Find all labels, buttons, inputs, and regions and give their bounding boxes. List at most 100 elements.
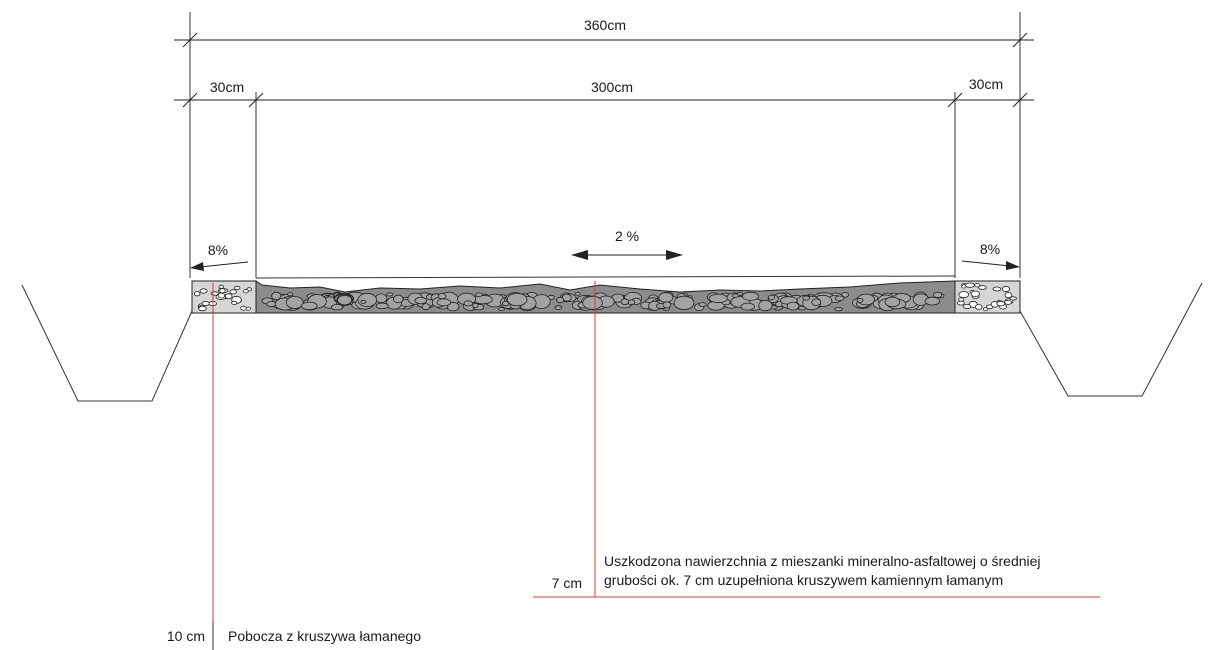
right-shoulder-aggregate	[957, 282, 1017, 312]
aggregate-stone	[472, 294, 493, 305]
dimension-total: 360cm	[174, 17, 1034, 48]
aggregate-stone	[884, 296, 901, 308]
slope-center: 2 %	[571, 228, 683, 260]
aggregate-stone	[357, 292, 378, 308]
aggregate-stone	[193, 291, 201, 297]
aggregate-stone	[1002, 285, 1011, 293]
left-ditch	[21, 284, 193, 402]
aggregate-stone	[708, 293, 728, 304]
aggregate-stone	[219, 288, 226, 294]
aggregate-stone	[662, 301, 672, 309]
slope-right: 8%	[961, 241, 1020, 270]
aggregate-stone	[386, 292, 394, 297]
asphalt-aggregate	[261, 291, 945, 312]
dimension-left-shoulder-label: 30cm	[210, 79, 244, 95]
extension-lines	[189, 12, 1021, 278]
aggregate-stone	[965, 282, 975, 288]
roadway-surface-line	[255, 275, 956, 279]
aggregate-stone	[414, 296, 428, 305]
aggregate-stone	[582, 295, 603, 310]
aggregate-stone	[199, 288, 208, 294]
aggregate-stone	[436, 298, 452, 307]
aggregate-stone	[961, 284, 967, 289]
aggregate-stone	[337, 294, 353, 306]
aggregate-stone	[375, 293, 388, 304]
aggregate-stone	[229, 289, 237, 295]
aggregate-stone	[300, 301, 318, 311]
dimension-total-label: 360cm	[584, 17, 626, 33]
aggregate-stone	[811, 298, 822, 306]
aggregate-stone	[924, 296, 941, 306]
left-shoulder-aggregate	[193, 284, 253, 312]
aggregate-stone	[970, 290, 980, 297]
aggregate-stone	[231, 300, 238, 305]
shoulder-description: Pobocza z kruszywa łamanego	[228, 628, 421, 644]
aggregate-stone	[1004, 299, 1012, 305]
aggregate-stone	[498, 306, 505, 312]
slope-left-arrowhead	[190, 262, 204, 271]
aggregate-stone	[802, 295, 811, 301]
aggregate-stone	[996, 300, 1006, 307]
asphalt-layer	[255, 280, 956, 314]
dimension-right-shoulder-label: 30cm	[969, 76, 1003, 92]
aggregate-stone	[198, 305, 207, 312]
left-shoulder	[191, 280, 257, 314]
aggregate-stone	[974, 283, 981, 288]
aggregate-stone	[798, 306, 807, 311]
aggregate-stone	[285, 296, 304, 309]
aggregate-stone	[502, 300, 510, 307]
surface-thickness-label: 7 cm	[552, 575, 582, 591]
aggregate-stone	[740, 302, 755, 311]
aggregate-stone	[742, 291, 760, 301]
aggregate-stone	[974, 304, 983, 310]
slope-right-arrowhead	[1006, 261, 1020, 270]
right-ditch	[1019, 282, 1203, 397]
aggregate-stone	[472, 303, 479, 308]
aggregate-stone	[992, 286, 1002, 292]
aggregate-stone	[266, 301, 277, 307]
aggregate-stone	[217, 292, 226, 299]
aggregate-stone	[957, 300, 965, 306]
aggregate-stone	[506, 292, 528, 307]
aggregate-stone	[767, 294, 776, 301]
slope-left-label: 8%	[208, 242, 228, 258]
surface-description-line1: Uszkodzona nawierzchnia z mieszanki mine…	[604, 553, 1041, 569]
aggregate-stone	[958, 297, 965, 302]
aggregate-stone	[201, 300, 210, 306]
aggregate-stone	[437, 293, 447, 300]
aggregate-stone	[978, 285, 987, 290]
slope-center-left-arrowhead	[571, 250, 588, 260]
aggregate-stone	[963, 303, 972, 309]
aggregate-stone	[218, 284, 225, 289]
aggregate-stone	[758, 299, 773, 312]
slope-center-right-arrowhead	[666, 250, 683, 260]
aggregate-stone	[554, 305, 563, 310]
surface-leader	[533, 281, 1100, 598]
aggregate-stone	[463, 300, 473, 307]
aggregate-stone	[556, 296, 565, 304]
aggregate-stone	[243, 289, 249, 294]
slope-left: 8%	[190, 242, 249, 271]
aggregate-stone	[658, 292, 674, 303]
dimension-parts: 30cm 300cm 30cm	[174, 76, 1034, 108]
aggregate-stone	[1004, 291, 1013, 299]
aggregate-stone	[210, 291, 219, 296]
aggregate-stone	[834, 295, 845, 301]
aggregate-stone	[673, 295, 695, 310]
aggregate-stone	[240, 305, 247, 311]
aggregate-stone	[330, 304, 344, 311]
aggregate-stone	[360, 299, 367, 304]
aggregate-stone	[958, 291, 969, 299]
aggregate-stone	[786, 301, 800, 311]
aggregate-stone	[224, 293, 233, 300]
aggregate-stone	[834, 307, 843, 312]
aggregate-stone	[1009, 296, 1017, 301]
aggregate-stone	[392, 294, 404, 304]
aggregate-stone	[982, 307, 989, 312]
aggregate-stone	[475, 292, 483, 297]
aggregate-stone	[856, 297, 864, 303]
aggregate-stone	[233, 285, 241, 290]
aggregate-stone	[620, 298, 630, 306]
shoulder-thickness-label: 10 cm	[167, 628, 205, 644]
